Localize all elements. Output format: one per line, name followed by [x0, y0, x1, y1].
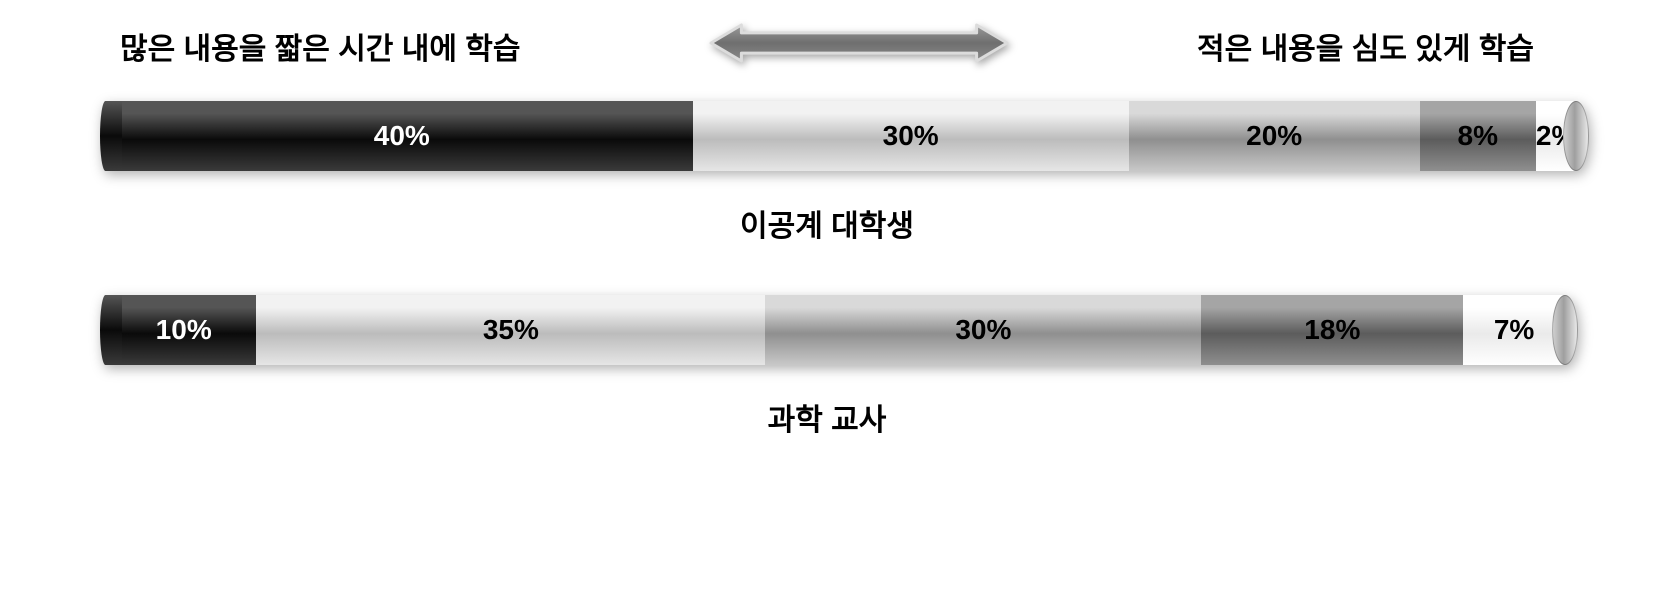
- bar-segment: 10%: [111, 295, 256, 365]
- stacked-bar: 10% 35% 30% 18% 7% 과학 교사: [100, 295, 1554, 439]
- cylinder-bar: 40%30%20%8%2%: [100, 101, 1554, 171]
- bar-segment-label: 35%: [483, 314, 539, 346]
- scale-right-label: 적은 내용을 심도 있게 학습: [1197, 24, 1534, 68]
- bar-segment: 40%: [111, 101, 693, 171]
- bar-segment: 30%: [765, 295, 1201, 365]
- bar-cap-right: [1563, 101, 1589, 171]
- bar-cap-left: [100, 101, 122, 171]
- bar-segment: 18%: [1201, 295, 1463, 365]
- bar-segment-label: 8%: [1458, 120, 1498, 152]
- bar-segment: 8%: [1420, 101, 1536, 171]
- bar-cap-right: [1552, 295, 1578, 365]
- double-arrow-icon: [709, 20, 1009, 71]
- bar-segment-label: 18%: [1304, 314, 1360, 346]
- bar-segment-label: 40%: [374, 120, 430, 152]
- bar-title: 과학 교사: [100, 395, 1554, 439]
- bar-cap-left: [100, 295, 122, 365]
- bar-segment: 30%: [693, 101, 1129, 171]
- stacked-bar: 40%30%20%8%2%이공계 대학생: [100, 101, 1554, 245]
- bar-segment: 35%: [256, 295, 765, 365]
- bar-title: 이공계 대학생: [100, 201, 1554, 245]
- scale-header: 많은 내용을 짧은 시간 내에 학습 적은 내용을 심도 있게 학습: [100, 20, 1554, 71]
- bar-segment-label: 7%: [1494, 314, 1534, 346]
- bar-segment-label: 30%: [883, 120, 939, 152]
- bar-segment-label: 10%: [156, 314, 212, 346]
- bar-segment-label: 20%: [1246, 120, 1302, 152]
- cylinder-bar: 10% 35% 30% 18% 7%: [100, 295, 1554, 365]
- double-headed-arrow-icon: [709, 20, 1009, 66]
- scale-left-label: 많은 내용을 짧은 시간 내에 학습: [120, 24, 520, 68]
- bar-segment: 20%: [1129, 101, 1420, 171]
- bar-segment: 7%: [1463, 295, 1565, 365]
- bars-container: 40%30%20%8%2%이공계 대학생10%35%30%18%7%과학 교사: [100, 101, 1554, 439]
- bar-segment-label: 30%: [955, 314, 1011, 346]
